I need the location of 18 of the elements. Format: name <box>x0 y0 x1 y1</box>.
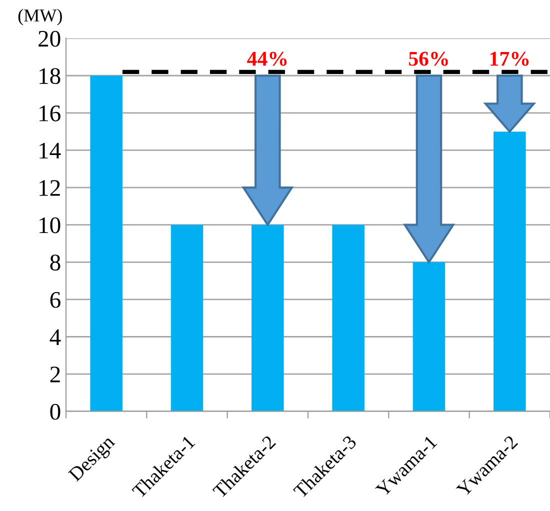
bar <box>170 224 204 412</box>
annotation: 44% <box>247 52 287 66</box>
y-tick-label: 18 <box>40 68 60 84</box>
y-tick-label: 6 <box>50 292 60 308</box>
annotation: 17% <box>490 52 529 66</box>
y-tick-label: 4 <box>50 329 61 345</box>
bar <box>90 76 122 412</box>
y-tick-label: 10 <box>40 217 60 234</box>
y-tick-label: 2 <box>50 366 60 382</box>
bar <box>332 224 364 412</box>
annotation: 56% <box>409 52 448 66</box>
y-axis-title: (MW) <box>18 8 62 26</box>
y-tick-label: 14 <box>40 142 61 158</box>
y-tick-label: 12 <box>40 180 60 196</box>
y-tick-label: 20 <box>38 30 60 47</box>
y-tick-label: 16 <box>40 105 60 122</box>
y-tick-label: 0 <box>50 404 60 420</box>
y-tick-label: 8 <box>50 254 60 271</box>
